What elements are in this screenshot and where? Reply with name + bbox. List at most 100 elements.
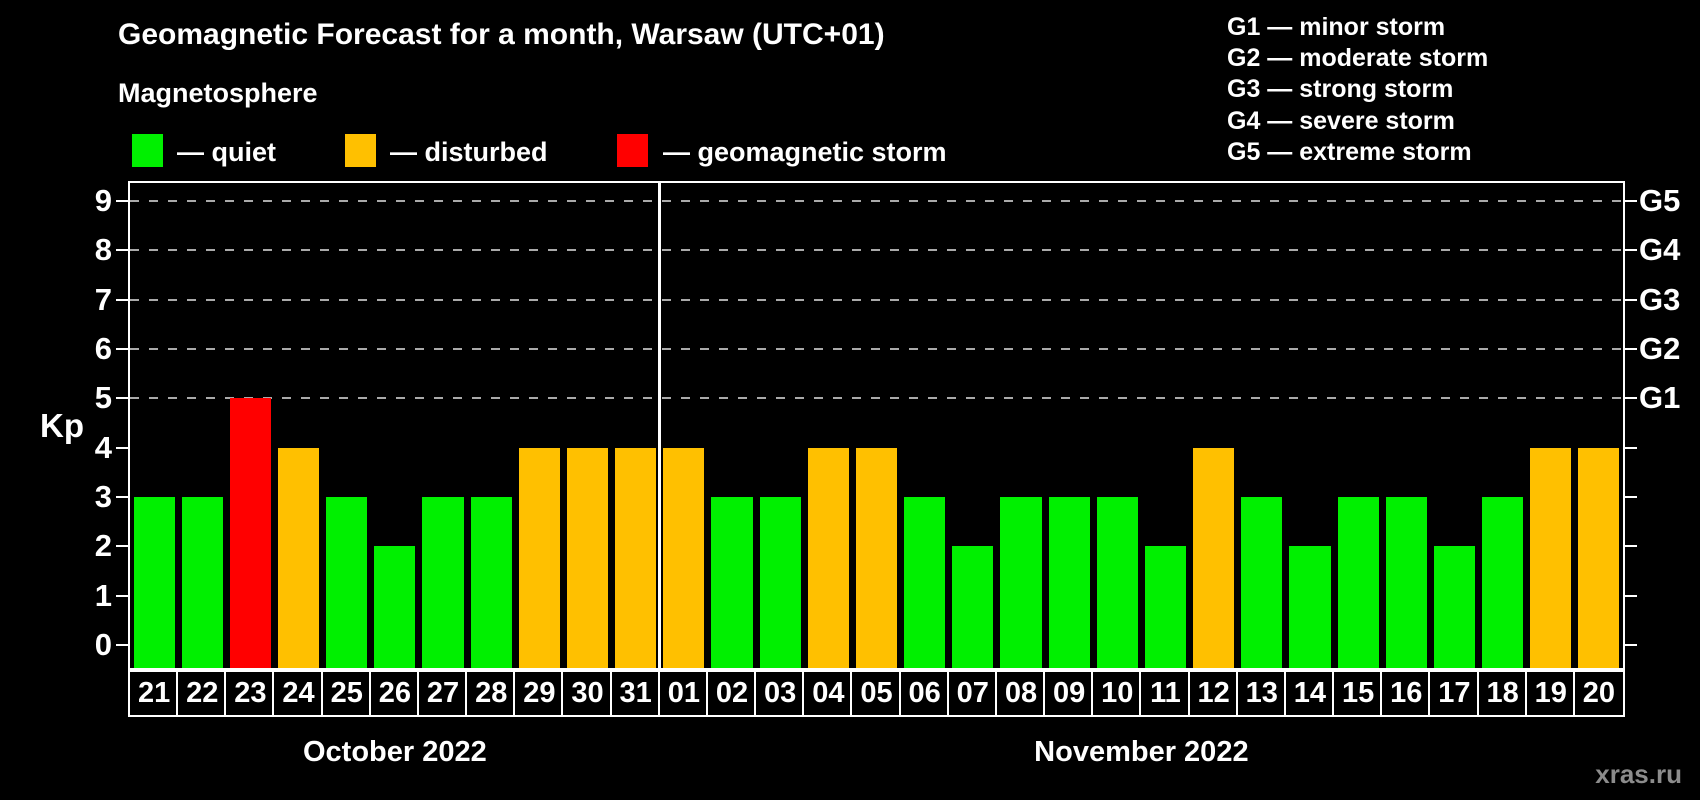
y-tick-right: [1625, 200, 1637, 203]
kp-bar-day-07: [952, 546, 994, 668]
kp-bar-day-11: [1144, 546, 1187, 668]
kp-bar-day-09: [1048, 497, 1090, 668]
y-tick-label-8: 8: [94, 232, 112, 268]
date-label-19: 19: [1524, 670, 1577, 717]
date-label-04: 04: [802, 670, 855, 717]
g-axis-label-G3: G3: [1639, 281, 1681, 317]
date-label-24: 24: [272, 670, 325, 717]
date-label-11: 11: [1139, 670, 1192, 717]
gridline-kp5: [130, 397, 1623, 400]
kp-bar-day-29: [518, 447, 560, 668]
kp-bar-day-08: [1000, 497, 1042, 668]
y-tick-left: [116, 644, 128, 646]
quiet-legend-swatch: [132, 134, 163, 167]
storm-scale-legend: G1 — minor storm G2 — moderate storm G3 — …: [1227, 12, 1488, 168]
y-tick-label-0: 0: [94, 627, 112, 662]
kp-bar-day-31: [615, 447, 657, 668]
kp-bar-day-22: [181, 497, 223, 668]
disturbed-legend-label: — disturbed: [390, 137, 548, 167]
date-label-05: 05: [850, 670, 903, 717]
g-axis-label-G1: G1: [1639, 380, 1681, 416]
y-tick-left: [116, 249, 128, 252]
y-tick-label-5: 5: [94, 380, 112, 416]
date-label-01: 01: [657, 670, 710, 717]
storm-scale-item: G3 — strong storm: [1227, 75, 1454, 104]
kp-bar-day-02: [711, 497, 753, 668]
month-divider: [658, 183, 662, 668]
watermark: xras.ru: [1595, 759, 1682, 789]
y-tick-right: [1625, 496, 1637, 498]
kp-bar-day-24: [277, 447, 320, 668]
date-label-17: 17: [1428, 670, 1481, 717]
kp-bar-day-06: [904, 497, 946, 668]
y-tick-right: [1625, 249, 1637, 252]
kp-bar-day-13: [1241, 497, 1283, 668]
g-axis-label-G2: G2: [1639, 331, 1681, 367]
y-tick-right: [1625, 298, 1637, 301]
g-axis-label-G4: G4: [1639, 232, 1681, 268]
kp-bar-day-30: [566, 447, 609, 668]
date-label-22: 22: [176, 670, 229, 717]
date-label-20: 20: [1572, 670, 1625, 717]
kp-bar-day-18: [1482, 497, 1524, 668]
storm-scale-item: G2 — moderate storm: [1227, 44, 1489, 73]
y-tick-label-9: 9: [94, 183, 112, 219]
date-label-18: 18: [1476, 670, 1529, 717]
kp-bar-day-14: [1289, 546, 1331, 668]
storm-scale-item: G1 — minor storm: [1227, 13, 1446, 41]
storm-legend-swatch: [617, 134, 648, 167]
y-tick-left: [116, 446, 128, 449]
kp-bar-day-01: [663, 447, 705, 668]
date-label-02: 02: [705, 670, 759, 717]
y-tick-right: [1625, 594, 1637, 597]
date-label-09: 09: [1043, 670, 1096, 717]
y-tick-label-1: 1: [94, 577, 112, 613]
kp-bar-day-05: [855, 447, 898, 668]
kp-bar-day-25: [326, 497, 368, 668]
kp-bar-day-03: [759, 497, 801, 668]
chart-title: Geomagnetic Forecast for a month, Warsaw…: [118, 18, 885, 51]
kp-bar-day-27: [422, 497, 464, 668]
date-label-31: 31: [609, 670, 662, 717]
date-label-06: 06: [898, 670, 951, 717]
date-label-03: 03: [754, 670, 807, 717]
y-tick-right: [1625, 644, 1637, 646]
date-label-29: 29: [513, 670, 566, 717]
storm-scale-item: G4 — severe storm: [1227, 106, 1455, 135]
date-label-07: 07: [946, 670, 999, 717]
kp-bar-day-28: [470, 497, 512, 668]
y-tick-label-6: 6: [94, 331, 112, 367]
kp-bar-day-23: [229, 398, 271, 668]
y-tick-left: [116, 348, 128, 351]
date-label-16: 16: [1380, 670, 1433, 717]
kp-bar-day-17: [1433, 546, 1475, 668]
date-label-14: 14: [1283, 670, 1337, 717]
storm-scale-item: G5 — extreme storm: [1227, 137, 1472, 166]
gridline-kp7: [130, 298, 1623, 301]
date-label-23: 23: [224, 670, 277, 717]
kp-bar-day-21: [133, 497, 175, 668]
month-caption: October 2022: [302, 736, 487, 768]
y-tick-left: [116, 298, 128, 301]
y-tick-label-7: 7: [94, 281, 112, 317]
kp-bar-day-04: [807, 447, 849, 668]
date-label-15: 15: [1332, 670, 1385, 717]
kp-bar-day-12: [1193, 447, 1235, 668]
y-tick-left: [116, 200, 128, 203]
kp-bar-day-16: [1385, 497, 1427, 668]
date-label-30: 30: [561, 670, 614, 717]
y-tick-label-2: 2: [94, 528, 112, 564]
y-tick-right: [1625, 397, 1637, 400]
storm-legend-label: — geomagnetic storm: [663, 137, 947, 167]
y-tick-right: [1625, 348, 1637, 351]
kp-bar-day-15: [1337, 497, 1379, 668]
date-label-27: 27: [416, 670, 470, 717]
date-label-21: 21: [128, 670, 181, 717]
date-label-08: 08: [994, 670, 1048, 717]
date-label-13: 13: [1235, 670, 1288, 717]
plot-area: [128, 181, 1625, 670]
date-label-10: 10: [1091, 670, 1144, 717]
y-tick-label-3: 3: [94, 479, 112, 514]
gridline-kp8: [130, 249, 1623, 252]
date-label-25: 25: [320, 670, 373, 717]
